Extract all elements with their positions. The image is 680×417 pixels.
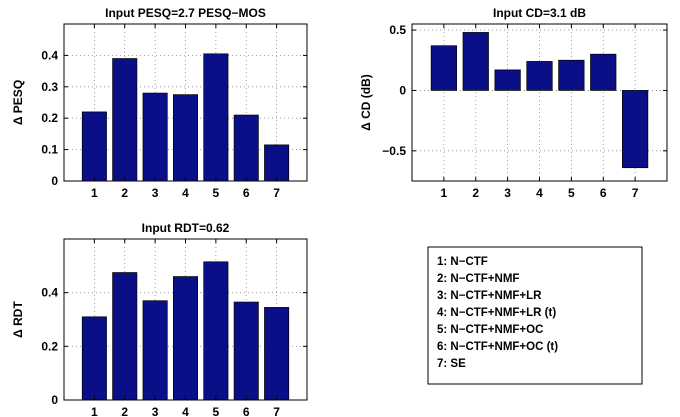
y-tick-label-5: 0.4 bbox=[41, 48, 58, 62]
bar-pesq-2 bbox=[112, 58, 138, 182]
legend-entry-6: 6: N−CTF+NMF+OC (t) bbox=[437, 341, 558, 353]
chart-title: Input RDT=0.62 bbox=[142, 221, 230, 235]
x-tick-label-7: 7 bbox=[273, 405, 280, 417]
bar-cd-6 bbox=[590, 53, 617, 91]
y-axis-label: Δ RDT bbox=[11, 301, 25, 338]
bar-pesq-4 bbox=[173, 94, 199, 182]
bar-cd-4 bbox=[526, 61, 553, 91]
y-tick-label-2: 0.2 bbox=[41, 339, 58, 353]
x-tick-label-1: 1 bbox=[91, 405, 98, 417]
x-tick-label-6: 6 bbox=[243, 186, 250, 200]
y-tick-label-3: 0.4 bbox=[41, 286, 58, 300]
bar-rdt-6 bbox=[233, 301, 259, 401]
y-tick-label-1: 0 bbox=[51, 393, 58, 407]
x-tick-label-4: 4 bbox=[536, 186, 543, 200]
x-tick-label-2: 2 bbox=[472, 186, 479, 200]
bar-rdt-4 bbox=[173, 276, 199, 401]
bar-rdt-2 bbox=[112, 272, 138, 401]
chart-pesq: 0 0.1 0.2 0.3 0.4 1 2 3 4 5 6 7 Input PESQ=2.7 PESQ−… bbox=[11, 6, 308, 200]
chart-title: Input PESQ=2.7 PESQ−MOS bbox=[105, 6, 266, 20]
y-tick-label-1: 0 bbox=[51, 174, 58, 188]
x-tick-label-6: 6 bbox=[600, 186, 607, 200]
chart-rdt: 0 0.2 0.4 1 2 3 4 5 6 7 Input RDT=0.62 Δ RDT bbox=[11, 221, 308, 417]
y-tick-label-3: 0.2 bbox=[41, 111, 58, 125]
x-tick-label-4: 4 bbox=[182, 186, 189, 200]
x-tick-label-5: 5 bbox=[568, 186, 575, 200]
legend-entry-5: 5: N−CTF+NMF+OC bbox=[437, 324, 543, 336]
x-tick-label-1: 1 bbox=[91, 186, 98, 200]
legend-entry-1: 1: N−CTF bbox=[437, 256, 488, 268]
y-tick-label-4: 0.3 bbox=[41, 80, 58, 94]
x-tick-label-3: 3 bbox=[504, 186, 511, 200]
bar-cd-2 bbox=[462, 32, 489, 91]
x-tick-label-1: 1 bbox=[441, 186, 448, 200]
y-axis-label: Δ CD (dB) bbox=[359, 74, 373, 131]
x-tick-label-2: 2 bbox=[121, 405, 128, 417]
y-tick-label-2: 0 bbox=[399, 83, 406, 97]
x-tick-label-6: 6 bbox=[243, 405, 250, 417]
x-tick-label-7: 7 bbox=[273, 186, 280, 200]
bar-pesq-5 bbox=[203, 53, 229, 182]
y-axis-label: Δ PESQ bbox=[11, 80, 25, 125]
bar-rdt-1 bbox=[81, 316, 107, 401]
bar-pesq-3 bbox=[142, 92, 168, 182]
chart-cd: −0.5 0 0.5 1 2 3 4 5 6 7 Input CD=3.1 dB Δ CD (dB) bbox=[359, 6, 668, 200]
x-tick-label-3: 3 bbox=[152, 186, 159, 200]
bar-pesq-1 bbox=[81, 111, 107, 182]
chart-title: Input CD=3.1 dB bbox=[493, 6, 586, 20]
x-tick-label-7: 7 bbox=[632, 186, 639, 200]
x-tick-label-4: 4 bbox=[182, 405, 189, 417]
legend: 1: N−CTF 2: N−CTF+NMF 3: N−CTF+NMF+LR 4:… bbox=[427, 246, 643, 385]
bar-rdt-3 bbox=[142, 300, 168, 401]
y-tick-label-1: −0.5 bbox=[382, 144, 406, 158]
bar-rdt-7 bbox=[264, 307, 290, 401]
legend-entry-3: 3: N−CTF+NMF+LR bbox=[437, 290, 542, 302]
legend-entry-4: 4: N−CTF+NMF+LR (t) bbox=[437, 307, 556, 319]
y-tick-label-2: 0.1 bbox=[41, 143, 58, 157]
bar-cd-1 bbox=[430, 45, 457, 91]
bar-cd-7 bbox=[622, 90, 649, 169]
bar-rdt-5 bbox=[203, 261, 229, 401]
bar-cd-3 bbox=[494, 69, 521, 91]
x-tick-label-2: 2 bbox=[121, 186, 128, 200]
x-tick-label-5: 5 bbox=[213, 186, 220, 200]
legend-entry-7: 7: SE bbox=[437, 358, 466, 370]
bar-pesq-6 bbox=[233, 114, 259, 182]
legend-entry-2: 2: N−CTF+NMF bbox=[437, 273, 519, 285]
legend-box bbox=[427, 246, 643, 385]
x-tick-label-5: 5 bbox=[213, 405, 220, 417]
bar-pesq-7 bbox=[264, 144, 290, 182]
y-tick-label-3: 0.5 bbox=[389, 23, 406, 37]
bar-cd-5 bbox=[558, 59, 585, 91]
x-tick-label-3: 3 bbox=[152, 405, 159, 417]
